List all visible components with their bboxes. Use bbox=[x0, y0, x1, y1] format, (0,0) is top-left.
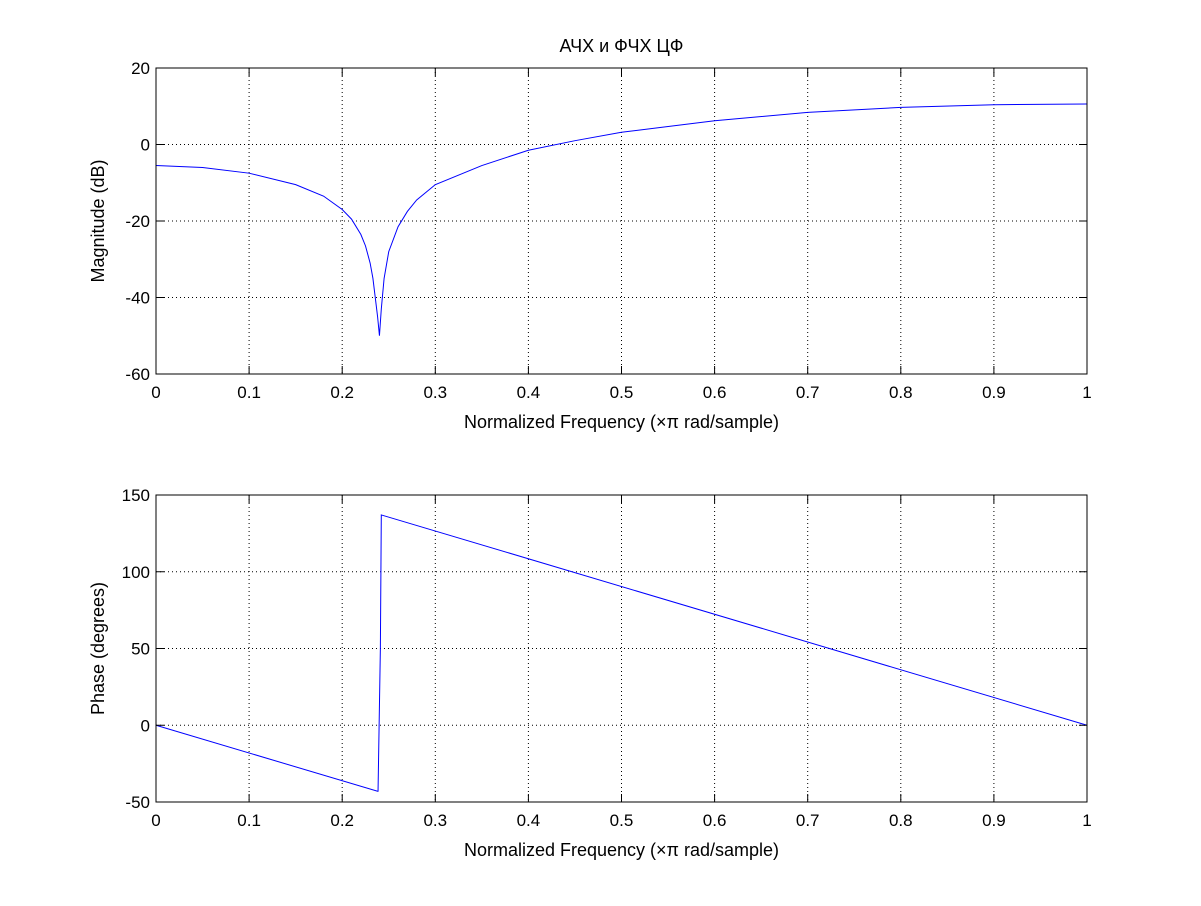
phase-x-tick-label: 0.7 bbox=[796, 811, 820, 830]
magnitude-y-tick-label: 0 bbox=[141, 136, 150, 155]
magnitude-y-tick-label: -60 bbox=[125, 365, 150, 384]
magnitude-y-axis-label: Magnitude (dB) bbox=[88, 159, 108, 282]
phase-x-tick-label: 0.5 bbox=[610, 811, 634, 830]
phase-y-tick-label: 50 bbox=[131, 640, 150, 659]
magnitude-series-line bbox=[155, 103, 1088, 336]
magnitude-x-tick-label: 0.3 bbox=[423, 383, 447, 402]
phase-x-axis-label: Normalized Frequency (×π rad/sample) bbox=[464, 840, 779, 860]
magnitude-x-tick-label: 1 bbox=[1082, 383, 1091, 402]
phase-x-tick-label: 0 bbox=[151, 811, 160, 830]
phase-x-tick-label: 0.1 bbox=[237, 811, 261, 830]
phase-axes-background bbox=[156, 495, 1087, 802]
phase-plot: 0 0.1 0.2 0.3 0.4 0.5 0.6 0.7 0.8 0.9 1-5005010015… bbox=[88, 486, 1092, 860]
magnitude-plot: 0 0.1 0.2 0.3 0.4 0.5 0.6 0.7 0.8 0.9 1 -60 -40 -20 0 2… bbox=[88, 36, 1092, 432]
magnitude-x-tick-label: 0.6 bbox=[703, 383, 727, 402]
magnitude-x-tick-label: 0.2 bbox=[330, 383, 354, 402]
phase-x-tick-label: 0.8 bbox=[889, 811, 913, 830]
magnitude-x-tick-label: 0 bbox=[151, 383, 160, 402]
magnitude-y-tick-label: 20 bbox=[131, 59, 150, 78]
phase-y-axis-label: Phase (degrees) bbox=[88, 582, 108, 715]
magnitude-x-axis-label: Normalized Frequency (×π rad/sample) bbox=[464, 412, 779, 432]
magnitude-x-tick-label: 0.8 bbox=[889, 383, 913, 402]
phase-y-tick-label: -50 bbox=[125, 793, 150, 812]
phase-y-tick-label: 150 bbox=[122, 486, 150, 505]
phase-y-tick-label: 100 bbox=[122, 563, 150, 582]
magnitude-x-tick-label: 0.7 bbox=[796, 383, 820, 402]
phase-x-tick-label: 0.3 bbox=[423, 811, 447, 830]
phase-x-tick-label: 0.6 bbox=[703, 811, 727, 830]
phase-x-tick-label: 0.4 bbox=[517, 811, 541, 830]
phase-x-tick-label: 0.9 bbox=[982, 811, 1006, 830]
phase-x-tick-label: 1 bbox=[1082, 811, 1091, 830]
phase-y-tick-label: 0 bbox=[141, 716, 150, 735]
magnitude-x-tick-label: 0.4 bbox=[517, 383, 541, 402]
magnitude-x-tick-label: 0.9 bbox=[982, 383, 1006, 402]
phase-series-line bbox=[155, 514, 1088, 792]
magnitude-x-tick-label: 0.1 bbox=[237, 383, 261, 402]
magnitude-y-tick-label: -20 bbox=[125, 212, 150, 231]
magnitude-x-tick-label: 0.5 bbox=[610, 383, 634, 402]
phase-x-tick-label: 0.2 bbox=[330, 811, 354, 830]
magnitude-chart-title: АЧХ и ФЧХ ЦФ bbox=[560, 36, 684, 56]
magnitude-y-tick-label: -40 bbox=[125, 289, 150, 308]
